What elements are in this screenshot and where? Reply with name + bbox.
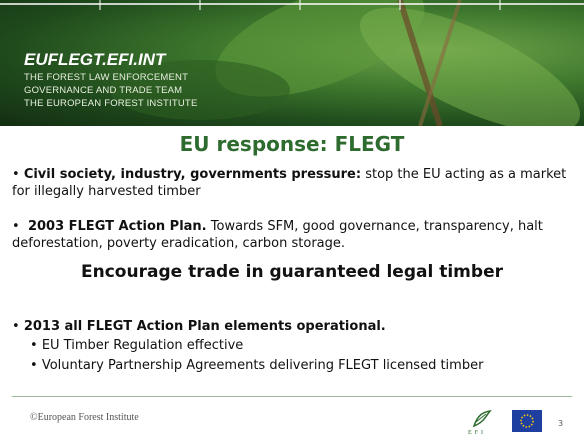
eu-flag [512,410,542,432]
copyright: ©European Forest Institute [30,412,139,423]
footer-rule [12,396,572,397]
slide: EUFLEGT.EFI.INT THE FOREST LAW ENFORCEME… [0,0,584,444]
bullet: • 2013 all FLEGT Action Plan elements op… [12,318,572,335]
header-banner: EUFLEGT.EFI.INT THE FOREST LAW ENFORCEME… [0,0,584,126]
header-line: GOVERNANCE AND TRADE TEAM [24,85,182,96]
sub-bullet: • Voluntary Partnership Agreements deliv… [30,358,483,373]
sub-bullet-text: EU Timber Regulation effective [42,338,243,353]
bullet-bold: 2003 FLEGT Action Plan. [28,219,207,234]
sub-bullet-text: Voluntary Partnership Agreements deliver… [42,358,484,373]
bullet: • Civil society, industry, governments p… [12,166,572,200]
sub-bullet: • EU Timber Regulation effective [30,338,243,353]
site-name: EUFLEGT.EFI.INT [24,50,165,70]
page-number: 3 [558,419,563,428]
efi-logo-icon [470,408,492,430]
bullet-bold: 2013 all FLEGT Action Plan elements oper… [24,319,386,334]
bullet-bold: Civil society, industry, governments pre… [24,167,361,182]
slide-title: EU response: FLEGT [0,132,584,156]
header-line: THE EUROPEAN FOREST INSTITUTE [24,98,197,109]
header-line: THE FOREST LAW ENFORCEMENT [24,72,188,83]
bullet: • 2003 FLEGT Action Plan. Towards SFM, g… [12,218,572,252]
efi-logo-text: EFI [468,430,486,436]
emphasis: Encourage trade in guaranteed legal timb… [0,262,584,282]
